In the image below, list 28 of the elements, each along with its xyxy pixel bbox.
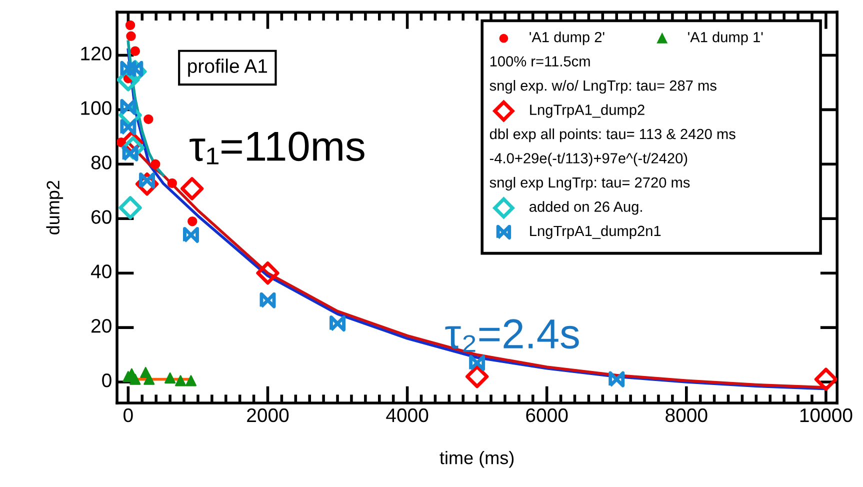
y-tick-label: 120 (81, 46, 112, 60)
x-tick-label: 8000 (666, 408, 708, 422)
x-tick-label: 0 (124, 408, 133, 422)
annotation: 100% r=11.5cm (490, 56, 590, 67)
y-tick-label: 20 (92, 319, 112, 333)
annotation: sngl exp LngTrp: tau= 2720 ms (490, 176, 690, 191)
legend-label: 'A1 dump 2' (530, 32, 604, 46)
annotation: sngl exp. w/o/ LngTrp: tau= 287 ms (490, 80, 716, 94)
annotation: τ₁=110ms (190, 132, 364, 164)
legend-label: 'A1 dump 1' (688, 32, 763, 46)
y-tick-label: 100 (81, 101, 112, 115)
y-axis-title: dump2 (46, 180, 64, 234)
y-tick-label: 80 (91, 156, 112, 170)
y-tick-label: 0 (102, 373, 112, 388)
y-tick-label: 40 (90, 264, 112, 278)
x-tick-label: 10000 (800, 408, 852, 422)
x-axis-title: time (ms) (440, 450, 514, 468)
legend-label: LngTrpA1_dump2n1 (530, 225, 661, 239)
annotation: dbl exp all points: tau= 113 & 2420 ms (490, 128, 736, 142)
x-tick-label: 6000 (526, 408, 568, 422)
y-tick-label: 60 (92, 210, 112, 224)
x-tick-label: 4000 (386, 408, 428, 422)
annotation: τ₂=2.4s (445, 319, 579, 352)
annotation: profile A1 (188, 58, 267, 77)
legend-label: added on 26 Aug. (530, 201, 642, 215)
legend-label: LngTrpA1_dump2 (530, 104, 644, 118)
x-tick-label: 2000 (247, 408, 289, 422)
annotation: -4.0+29e(-t/113)+97e^(-t/2420) (490, 152, 688, 166)
